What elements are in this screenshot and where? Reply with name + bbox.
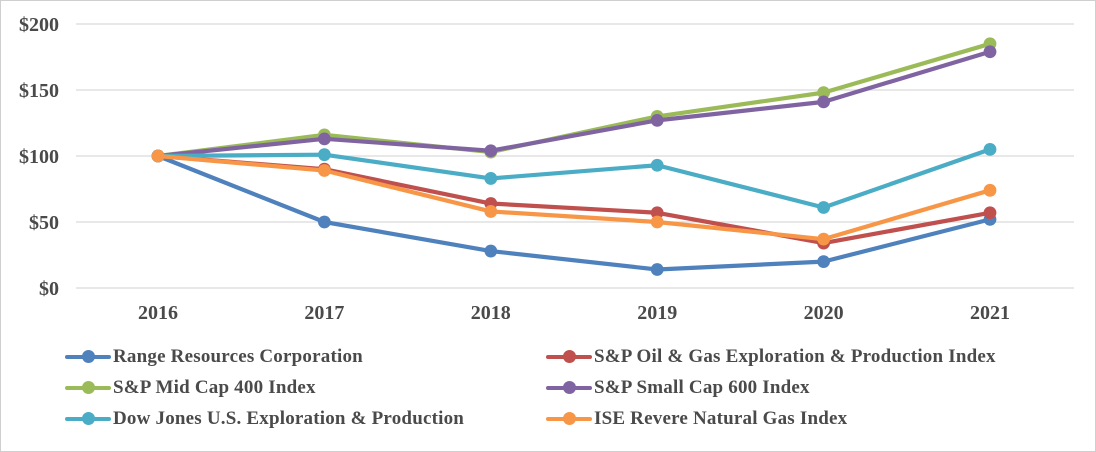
data-point-marker-dow-jones-u-s-exploration-production [484, 172, 498, 185]
legend-label: S&P Mid Cap 400 Index [113, 376, 316, 398]
series-line-s-p-mid-cap-400-index [155, 41, 993, 159]
series-line-s-p-oil-gas-exploration-production-index [155, 153, 993, 246]
x-axis-tick-label: 2018 [471, 302, 511, 324]
legend-label: ISE Revere Natural Gas Index [594, 407, 848, 429]
data-point-marker-s-p-small-cap-600-index [484, 144, 498, 158]
legend-dot-icon [82, 350, 95, 363]
data-point-marker-range-resources-corporation [484, 244, 498, 258]
legend-item-s-p-oil-gas-exploration-production-index: S&P Oil & Gas Exploration & Production I… [546, 346, 996, 368]
x-axis-tick-label: 2016 [138, 302, 178, 324]
legend-dot-icon [82, 412, 95, 425]
legend-line-marker-icon [546, 412, 592, 425]
legend-line-marker-icon [65, 381, 111, 394]
legend-line-marker-icon [546, 350, 592, 363]
chart-legend: Range Resources Corporation S&P Oil & Gas… [65, 341, 996, 434]
data-point-marker-s-p-small-cap-600-index [650, 113, 664, 127]
legend-label: Range Resources Corporation [113, 345, 363, 367]
legend-label: Dow Jones U.S. Exploration & Production [113, 407, 465, 429]
legend-item-range-resources-corporation: Range Resources Corporation [65, 346, 546, 368]
data-point-marker-s-p-small-cap-600-index [817, 95, 830, 109]
legend-dot-icon [563, 350, 576, 363]
series-line-ise-revere-natural-gas-index [155, 153, 993, 242]
data-point-marker-s-p-small-cap-600-index [318, 132, 331, 146]
data-point-marker-range-resources-corporation [318, 215, 331, 229]
data-point-marker-dow-jones-u-s-exploration-production [817, 201, 830, 214]
y-axis-tick-label: $100 [19, 146, 59, 168]
data-point-marker-range-resources-corporation [650, 263, 664, 276]
data-point-marker-ise-revere-natural-gas-index [817, 232, 830, 246]
legend-line-marker-icon [546, 381, 592, 394]
data-point-marker-ise-revere-natural-gas-index [983, 183, 997, 197]
legend-label: S&P Oil & Gas Exploration & Production I… [594, 345, 996, 367]
data-point-marker-ise-revere-natural-gas-index [151, 149, 165, 163]
data-point-marker-s-p-oil-gas-exploration-production-index [650, 206, 664, 220]
x-axis-tick-label: 2019 [637, 302, 677, 324]
x-axis-tick-label: 2017 [304, 302, 344, 324]
y-axis-tick-label: $150 [19, 80, 59, 102]
data-point-marker-dow-jones-u-s-exploration-production [650, 158, 664, 172]
legend-dot-icon [563, 412, 576, 425]
legend-item-dow-jones-u-s-exploration-production: Dow Jones U.S. Exploration & Production [65, 408, 546, 430]
series-line-s-p-small-cap-600-index [155, 49, 993, 159]
series-line-dow-jones-u-s-exploration-production [155, 147, 993, 210]
legend-label: S&P Small Cap 600 Index [594, 376, 810, 398]
legend-item-ise-revere-natural-gas-index: ISE Revere Natural Gas Index [546, 408, 996, 430]
y-axis-tick-label: $50 [29, 212, 59, 234]
legend-dot-icon [563, 381, 576, 394]
data-point-marker-ise-revere-natural-gas-index [650, 215, 664, 229]
line-chart-plot-area: $0 $50 $100 $150 $200 2016 2017 2018 2019 2020 202… [19, 14, 1074, 324]
legend-line-marker-icon [65, 412, 111, 425]
y-axis-tick-label: $200 [19, 14, 59, 36]
y-axis-tick-label: $0 [39, 278, 59, 300]
data-point-marker-dow-jones-u-s-exploration-production [983, 143, 997, 156]
data-point-marker-s-p-oil-gas-exploration-production-index [983, 206, 997, 220]
data-point-marker-s-p-mid-cap-400-index [817, 86, 830, 100]
data-point-marker-ise-revere-natural-gas-index [318, 164, 331, 177]
legend-line-marker-icon [65, 350, 111, 363]
data-point-marker-dow-jones-u-s-exploration-production [318, 148, 331, 162]
data-point-marker-s-p-small-cap-600-index [983, 45, 997, 59]
series-line-range-resources-corporation [155, 153, 993, 272]
legend-item-s-p-mid-cap-400-index: S&P Mid Cap 400 Index [65, 377, 546, 399]
x-axis-tick-label: 2020 [804, 302, 844, 324]
x-axis-tick-label: 2021 [970, 302, 1010, 324]
data-point-marker-range-resources-corporation [817, 255, 830, 268]
data-point-marker-ise-revere-natural-gas-index [484, 205, 498, 218]
legend-dot-icon [82, 381, 95, 394]
legend-item-s-p-small-cap-600-index: S&P Small Cap 600 Index [546, 377, 996, 399]
